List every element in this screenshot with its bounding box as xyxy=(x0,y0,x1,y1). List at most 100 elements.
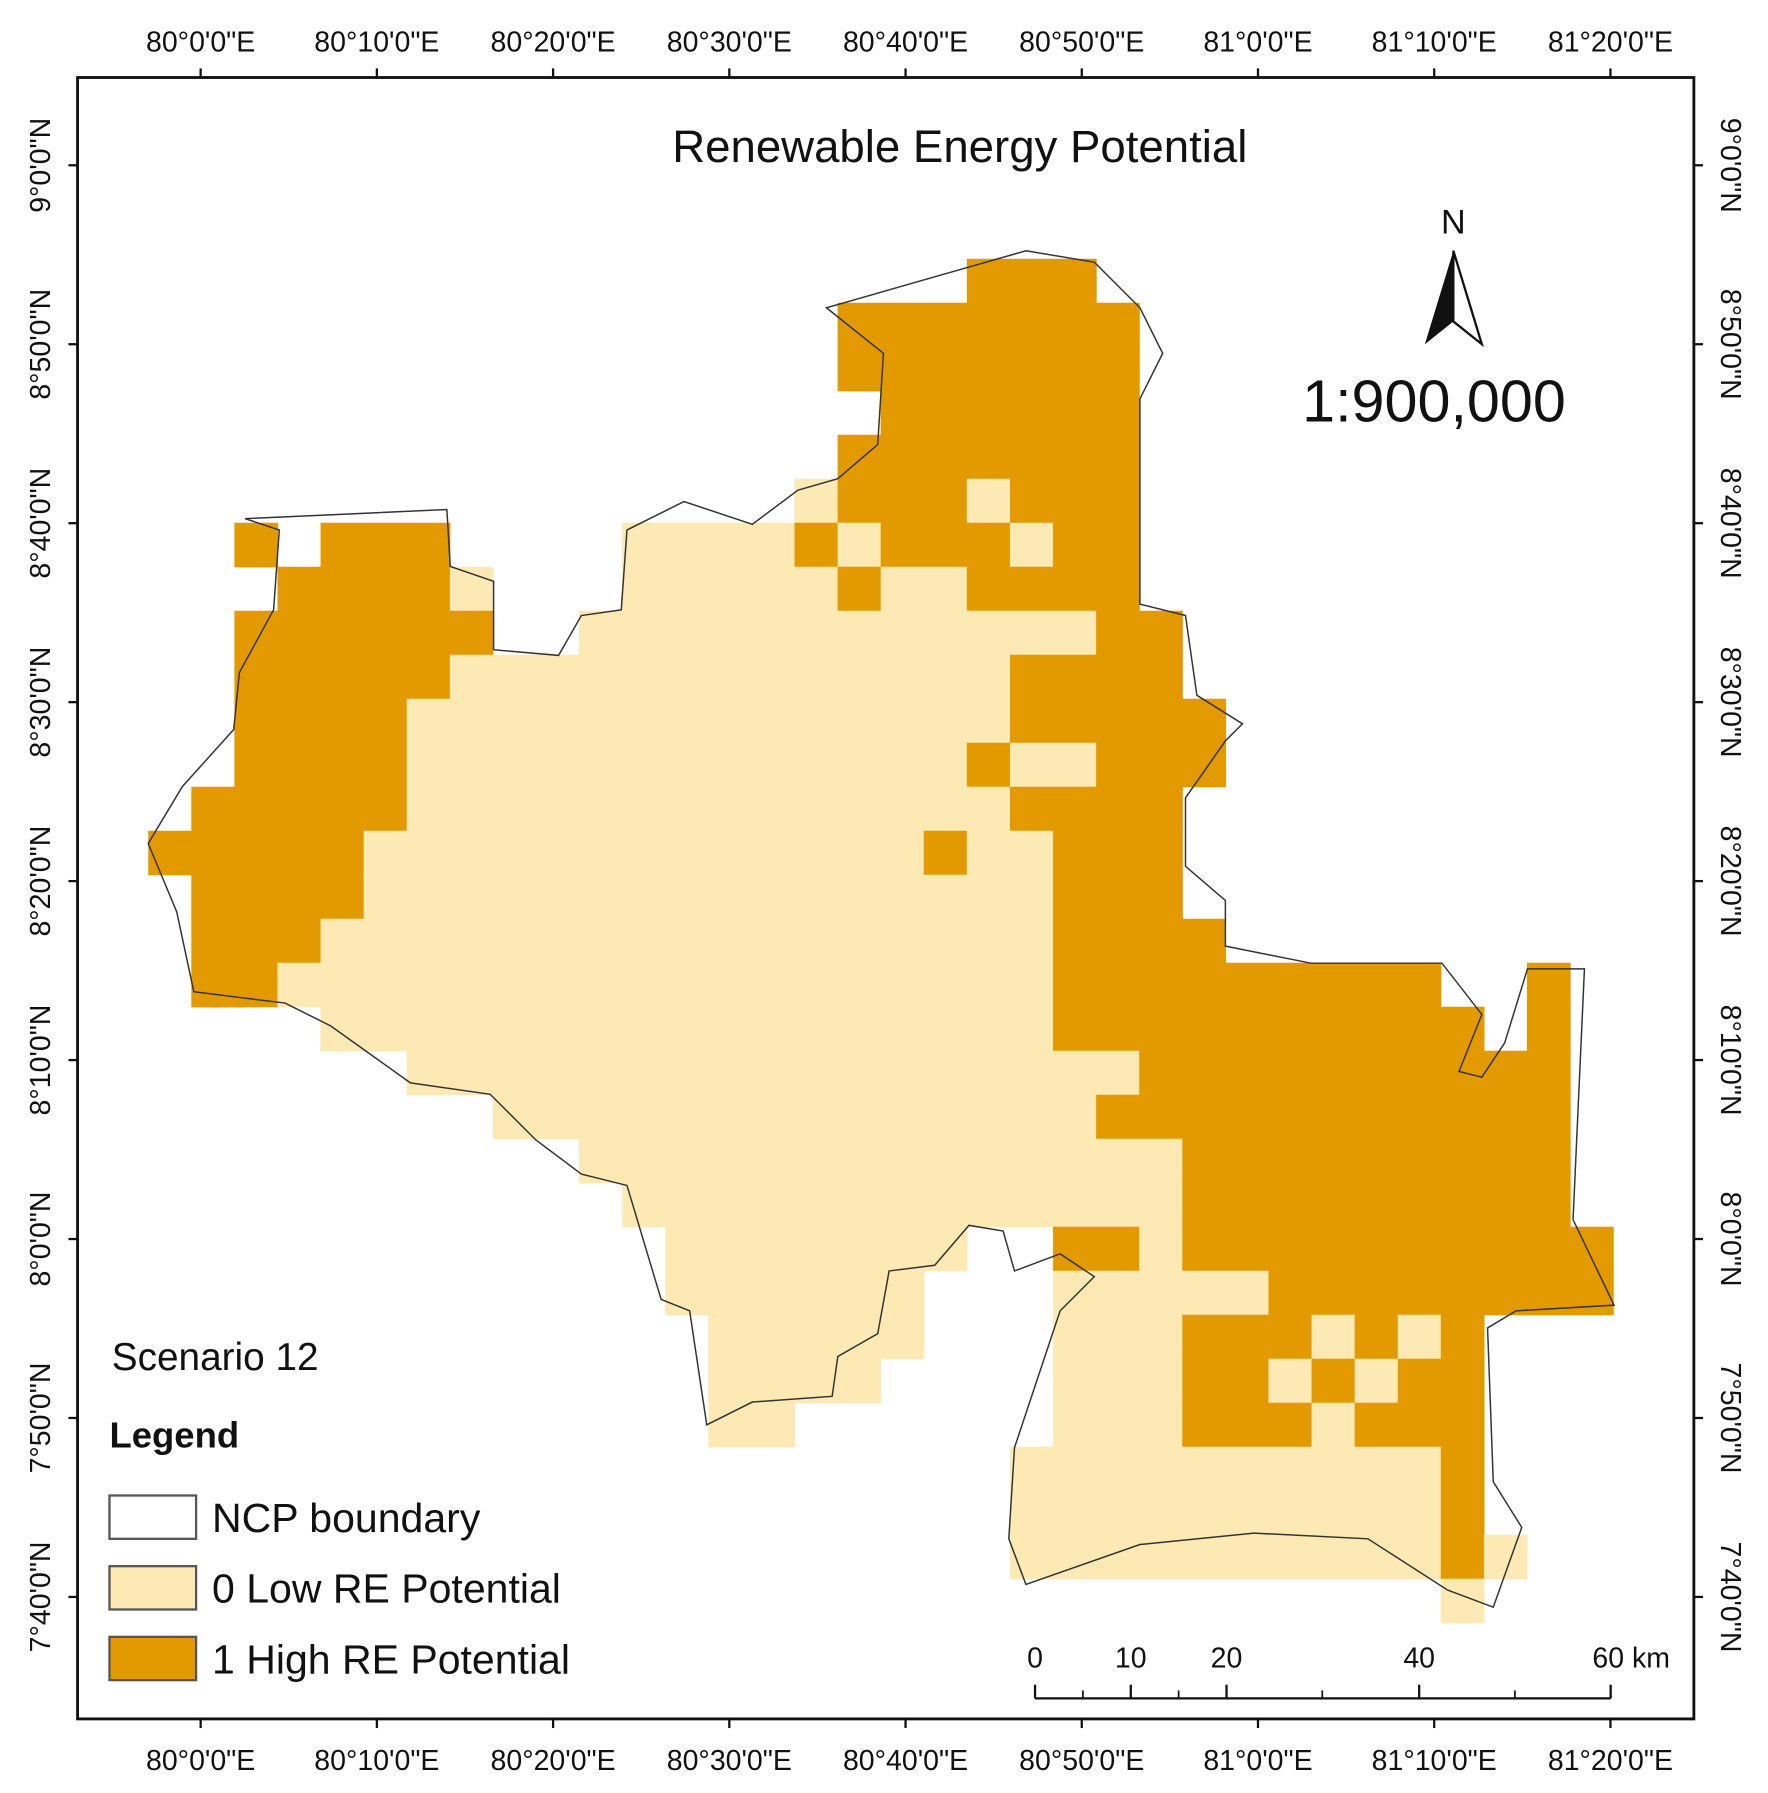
longitude-label: 80°50'0"E xyxy=(1019,1745,1144,1777)
latitude-label: 8°0'0"N xyxy=(1714,1192,1746,1287)
high-potential-cell xyxy=(234,742,408,788)
latitude-label: 9°0'0"N xyxy=(1714,118,1746,213)
longitude-label: 81°20'0"E xyxy=(1548,26,1673,58)
high-potential-cell xyxy=(1526,962,1571,1008)
high-potential-cell xyxy=(1009,478,1140,524)
low-potential-cell xyxy=(1311,1314,1356,1360)
frame xyxy=(76,76,1696,1721)
ncp-boundary xyxy=(147,250,1616,1609)
high-potential-cell xyxy=(1096,1094,1571,1140)
high-potential-cell xyxy=(1354,1314,1399,1360)
high-potential-cell xyxy=(1139,1050,1571,1096)
latitude-label: 8°10'0"N xyxy=(25,1005,57,1116)
high-potential-cell xyxy=(837,434,1140,480)
longitude-label: 80°0'0"E xyxy=(146,1745,255,1777)
low-potential-cell xyxy=(406,742,968,788)
low-potential-cell xyxy=(1009,742,1097,788)
high-potential-cell xyxy=(277,566,451,612)
high-potential-cell xyxy=(1053,1006,1485,1052)
low-potential-cell xyxy=(320,1006,1054,1052)
low-potential-cell xyxy=(363,830,925,876)
high-potential-cell xyxy=(837,302,1140,348)
latitude-label: 8°50'0"N xyxy=(25,289,57,400)
longitude-label: 80°30'0"E xyxy=(667,1745,792,1777)
high-potential-cell xyxy=(1096,610,1183,656)
high-potential-cell xyxy=(923,830,968,876)
map-title: Renewable Energy Potential xyxy=(672,121,1247,172)
latitude-label: 8°20'0"N xyxy=(25,826,57,937)
low-potential-cell xyxy=(363,874,1054,920)
low-potential-cell xyxy=(880,566,968,612)
low-potential-cell xyxy=(492,1094,1097,1140)
low-potential-cell xyxy=(708,1358,882,1404)
legend-swatch xyxy=(108,1565,198,1611)
latitude-label: 9°0'0"N xyxy=(25,118,57,213)
legend-title: Legend xyxy=(109,1415,239,1456)
low-potential-cell xyxy=(320,918,1054,964)
low-potential-cell xyxy=(1053,1358,1183,1404)
high-potential-cell xyxy=(1440,1314,1485,1360)
latitude-label: 8°30'0"N xyxy=(1714,647,1746,758)
low-potential-cell xyxy=(1311,1402,1356,1448)
low-potential-cell xyxy=(406,786,1011,832)
high-potential-cell xyxy=(191,786,408,832)
latitude-label: 8°0'0"N xyxy=(25,1192,57,1287)
high-potential-cell xyxy=(1009,654,1183,700)
high-potential-cell xyxy=(234,698,408,744)
latitude-label: 8°20'0"N xyxy=(1714,826,1746,937)
high-potential-cell xyxy=(234,522,279,568)
latitude-label: 7°50'0"N xyxy=(25,1363,57,1474)
low-potential-cell xyxy=(277,962,1054,1008)
high-potential-cell xyxy=(234,654,451,700)
high-potential-cell xyxy=(1053,962,1442,1008)
high-potential-cell xyxy=(1311,1358,1356,1404)
low-potential-cell xyxy=(1397,1314,1442,1360)
low-potential-cell xyxy=(449,654,1011,700)
longitude-label: 81°20'0"E xyxy=(1548,1745,1673,1777)
scale-bar-label: 60 km xyxy=(1592,1643,1670,1675)
low-potential-cell xyxy=(1053,1402,1183,1448)
high-potential-cell xyxy=(1096,742,1226,788)
low-potential-cell xyxy=(622,1182,1183,1228)
low-potential-cell xyxy=(665,1270,925,1316)
high-potential-cell xyxy=(837,346,1140,392)
low-potential-cell xyxy=(665,1226,968,1272)
longitude-label: 80°50'0"E xyxy=(1019,26,1144,58)
low-potential-cell xyxy=(708,1314,925,1360)
high-potential-cell xyxy=(1053,874,1183,920)
scale-bar-label: 40 xyxy=(1403,1643,1435,1675)
high-potential-cell xyxy=(320,522,451,568)
high-potential-cell xyxy=(966,258,1097,304)
longitude-label: 80°10'0"E xyxy=(314,1745,439,1777)
legend-label: 1 High RE Potential xyxy=(212,1636,570,1682)
legend-swatch xyxy=(108,1494,198,1540)
high-potential-cell xyxy=(1354,1402,1485,1448)
low-potential-cell xyxy=(406,1050,1140,1096)
longitude-label: 80°20'0"E xyxy=(491,1745,616,1777)
low-potential-cell xyxy=(579,610,1097,656)
low-potential-cell xyxy=(1053,1314,1183,1360)
longitude-label: 81°0'0"E xyxy=(1203,26,1312,58)
low-potential-cell xyxy=(966,478,1011,524)
low-potential-cell xyxy=(1009,1446,1442,1492)
legend-label: NCP boundary xyxy=(212,1495,481,1541)
scale-bar-label: 0 xyxy=(1027,1643,1043,1675)
scale-bar-label: 20 xyxy=(1211,1643,1243,1675)
high-potential-cell xyxy=(191,874,365,920)
high-potential-cell xyxy=(1182,1138,1571,1184)
high-potential-cell xyxy=(966,566,1140,612)
longitude-label: 80°10'0"E xyxy=(314,26,439,58)
high-potential-cell xyxy=(1440,1534,1485,1580)
high-potential-cell xyxy=(880,390,1140,436)
high-potential-cell xyxy=(1182,1314,1313,1360)
high-potential-cell xyxy=(191,918,322,964)
low-potential-cell xyxy=(1009,522,1054,568)
latitude-label: 7°40'0"N xyxy=(1714,1541,1746,1652)
longitude-label: 81°10'0"E xyxy=(1372,26,1497,58)
low-potential-cell xyxy=(1354,1358,1399,1404)
high-potential-cell xyxy=(794,522,839,568)
high-potential-cell xyxy=(1182,1402,1313,1448)
latitude-label: 8°50'0"N xyxy=(1714,289,1746,400)
high-potential-cell xyxy=(1053,918,1226,964)
